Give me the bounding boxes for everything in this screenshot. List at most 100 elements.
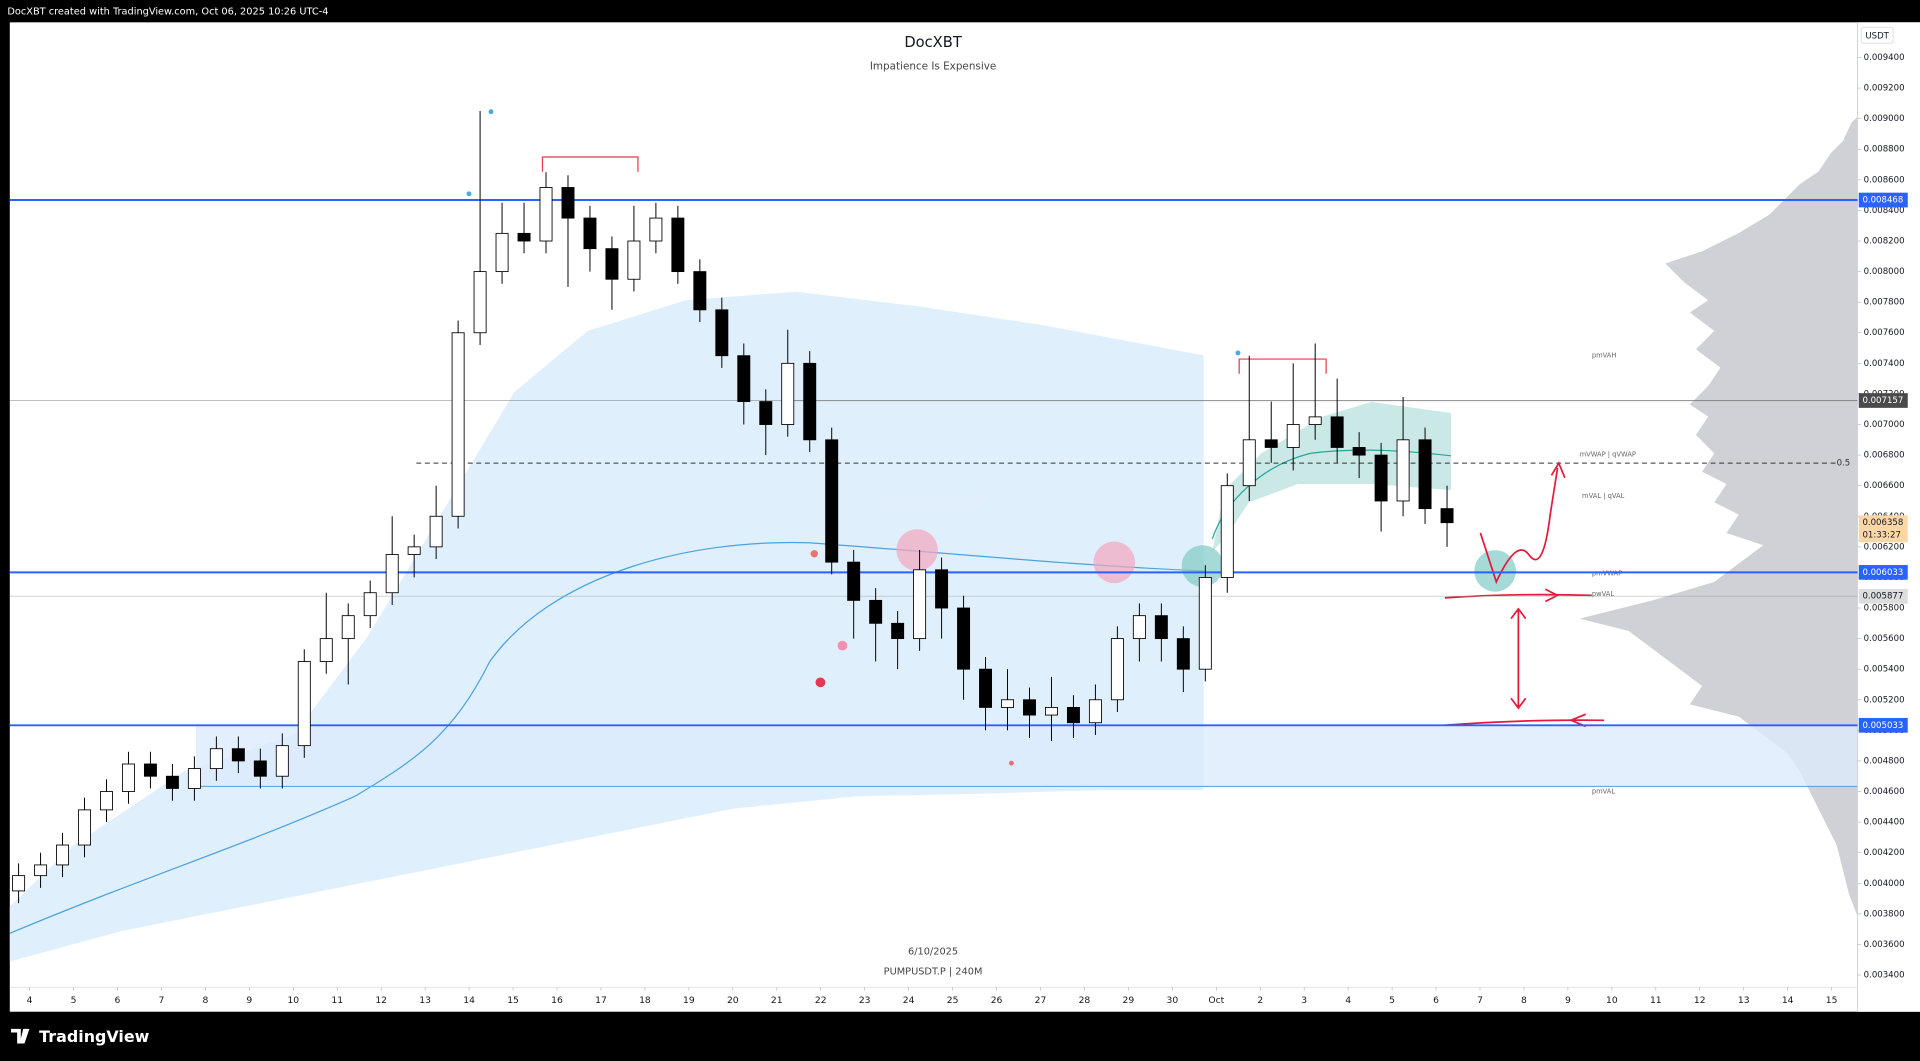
- candle-body: [121, 763, 135, 792]
- marker-circle: [1474, 550, 1516, 592]
- candle-body: [583, 217, 597, 250]
- candle-body: [473, 271, 487, 334]
- candle-body: [143, 763, 157, 777]
- y-tick-label: 0.008600: [1864, 175, 1905, 185]
- x-tick-label: 10: [287, 995, 299, 1006]
- candle-body: [209, 748, 223, 770]
- y-tick-label: 0.006600: [1864, 481, 1905, 491]
- y-tick-label: 0.008400: [1864, 206, 1905, 216]
- candle-body: [605, 248, 619, 280]
- y-tick-label: 0.004000: [1864, 879, 1905, 889]
- candle-body: [1264, 439, 1278, 448]
- candle-body: [715, 309, 729, 357]
- logo: [11, 1028, 30, 1044]
- level-label: mVAL | qVAL: [1582, 492, 1625, 500]
- symbol-label: PUMPUSDT.P | 240M: [884, 966, 983, 977]
- candle-body: [165, 775, 179, 789]
- x-tick-label: 22: [815, 995, 827, 1006]
- x-tick-label: 13: [1738, 995, 1750, 1006]
- y-tick-label: 0.007000: [1864, 420, 1905, 430]
- candle-body: [825, 439, 839, 563]
- bracket: [541, 156, 639, 172]
- x-tick-label: 4: [27, 995, 33, 1006]
- x-tick-label: 10: [1606, 995, 1618, 1006]
- price-label: 0.006033: [1862, 568, 1903, 578]
- candle-body: [561, 187, 575, 219]
- drawing-path: [1444, 593, 1592, 599]
- candle-body: [319, 638, 333, 662]
- candle-body: [1220, 485, 1234, 578]
- candle-body: [451, 332, 465, 517]
- x-tick-label: 12: [1694, 995, 1706, 1006]
- x-tick-label: 8: [1521, 995, 1527, 1006]
- x-tick-label: 9: [246, 995, 252, 1006]
- x-tick-label: Oct: [1208, 995, 1224, 1006]
- candle-body: [517, 232, 531, 242]
- marker-circle: [1181, 545, 1224, 587]
- x-tick-label: 9: [1565, 995, 1571, 1006]
- candle-body: [627, 240, 641, 280]
- candle-body: [1374, 454, 1388, 502]
- candle-body: [297, 661, 311, 747]
- candle-body: [869, 599, 883, 624]
- price-label: 0.007157: [1862, 396, 1903, 406]
- x-tick-label: 8: [202, 995, 208, 1006]
- range-box: [195, 726, 1858, 787]
- bracket: [1238, 358, 1327, 374]
- candle-body: [187, 768, 201, 789]
- candle-body: [1088, 699, 1102, 724]
- y-tick-label: 0.005400: [1864, 665, 1905, 675]
- y-tick-label: 0.006800: [1864, 451, 1905, 461]
- candle-body: [407, 546, 421, 555]
- candle-body: [1154, 615, 1168, 640]
- session-band: [1212, 401, 1452, 552]
- candle-body: [737, 355, 751, 403]
- x-tick-label: 7: [1477, 995, 1483, 1006]
- x-tick-label: 6: [115, 995, 121, 1006]
- candle-body: [759, 401, 773, 425]
- chart-subtitle: Impatience Is Expensive: [870, 60, 996, 72]
- x-tick-label: 3: [1301, 995, 1307, 1006]
- candle-body: [693, 271, 707, 311]
- y-tick-label: 0.008000: [1864, 267, 1905, 277]
- x-tick-label: 29: [1123, 995, 1135, 1006]
- candle-body: [1308, 416, 1322, 425]
- signal-dot: [1235, 350, 1241, 356]
- y-tick-label: 0.004600: [1864, 787, 1905, 797]
- y-tick-label: 0.007600: [1864, 328, 1905, 338]
- y-tick-label: 0.004200: [1864, 848, 1905, 858]
- price-label: 0.005033: [1862, 721, 1903, 731]
- candle-body: [1418, 439, 1432, 510]
- level-label: pwVAL: [1592, 590, 1615, 598]
- marker-circle: [1093, 541, 1136, 584]
- currency-box: [1860, 26, 1894, 44]
- fib-label: 0.5: [1837, 459, 1851, 469]
- vwap-line: [9, 541, 1204, 934]
- candle-body: [78, 809, 91, 846]
- price-label-bg: [1858, 393, 1908, 408]
- date-label: 6/10/2025: [908, 947, 958, 958]
- x-tick-label: 11: [1650, 995, 1662, 1006]
- candle-body: [385, 554, 399, 594]
- x-tick-label: 6: [1433, 995, 1439, 1006]
- watermark: PARAGON: [880, 492, 987, 517]
- y-tick-label: 0.003600: [1864, 940, 1905, 950]
- price-label-bg: [1858, 565, 1908, 580]
- y-tick-label: 0.003800: [1864, 909, 1905, 919]
- y-tick-label: 0.004800: [1864, 756, 1905, 766]
- countdown: 01:33:27: [1862, 530, 1900, 540]
- arrow-head: [1510, 607, 1527, 710]
- candle-body: [913, 569, 927, 640]
- x-tick-label: 20: [727, 995, 739, 1006]
- x-tick-label: 30: [1166, 995, 1178, 1006]
- x-tick-label: 28: [1079, 995, 1091, 1006]
- level-label: mVWAP | qVWAP: [1580, 451, 1636, 459]
- price-label: 0.005877: [1862, 592, 1903, 602]
- x-tick-label: 24: [903, 995, 915, 1006]
- x-tick-label: 16: [551, 995, 563, 1006]
- signal-dot: [1008, 760, 1014, 766]
- candle-body: [1132, 615, 1146, 640]
- x-tick-label: 7: [159, 995, 165, 1006]
- y-tick-label: 0.005600: [1864, 634, 1905, 644]
